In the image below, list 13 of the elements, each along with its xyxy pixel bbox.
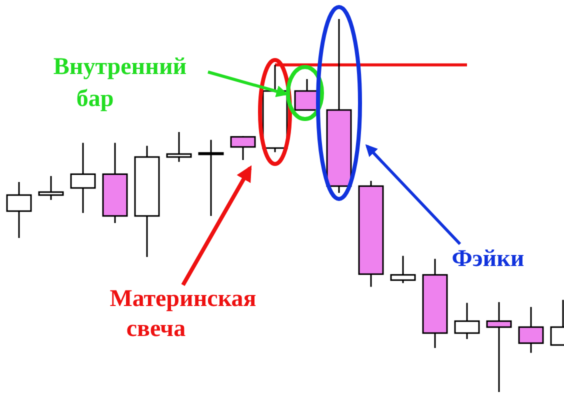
candlestick	[70, 142, 96, 214]
candlestick	[454, 302, 480, 340]
candlestick	[6, 181, 32, 239]
candlestick	[166, 131, 192, 163]
candlestick	[230, 135, 256, 161]
candlestick	[38, 175, 64, 201]
candlestick	[390, 255, 416, 284]
annotation: Фэйки	[452, 246, 524, 272]
annotation: Внутренний бар	[53, 54, 187, 112]
candlestick	[518, 306, 544, 354]
candlestick	[198, 139, 224, 217]
annotation: Материнская свеча	[110, 286, 256, 342]
candlestick	[486, 301, 512, 393]
